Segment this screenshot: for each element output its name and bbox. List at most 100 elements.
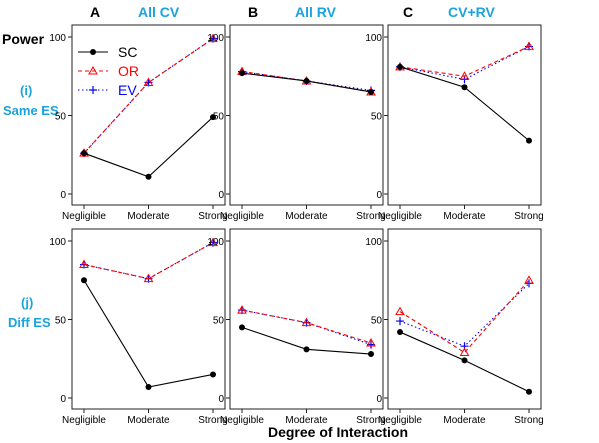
series-line-OR: [241, 309, 372, 344]
point-OR: [524, 275, 534, 284]
panel-C-j: 0 50 100 Negligible Moderate Strong: [365, 228, 544, 426]
point-OR: [208, 33, 218, 43]
x-tick-label: Moderate: [443, 415, 486, 426]
panel-frame: [71, 228, 226, 410]
x-tick-label: Strong: [198, 211, 227, 222]
point-SC: [461, 84, 468, 91]
legend-marker-EV: [89, 86, 97, 94]
panel-B-i: 0 50 100 Negligible Moderate Strong: [207, 24, 386, 222]
y-tick-label: 0: [376, 394, 382, 405]
y-tick-label: 0: [376, 190, 382, 201]
column-b-title: All RV: [295, 4, 337, 20]
x-tick-label: Strong: [198, 415, 227, 426]
x-tick-label: Strong: [356, 211, 385, 222]
column-a-letter: A: [90, 4, 100, 20]
point-SC: [81, 150, 87, 157]
point-OR: [143, 273, 154, 283]
x-tick-label: Moderate: [127, 211, 170, 222]
legend-label-EV: EV: [118, 82, 137, 98]
point-SC: [239, 70, 245, 77]
x-tick-label: Negligible: [378, 211, 422, 222]
series-line-SC: [83, 116, 214, 178]
y-tick-label: 100: [365, 33, 382, 44]
row-j-label: (j): [21, 295, 33, 310]
point-OR: [237, 305, 247, 314]
y-tick-label: 0: [60, 190, 66, 201]
x-tick-label: Strong: [356, 415, 385, 426]
panel-B-j: 0 50 100 Negligible Moderate Strong: [207, 228, 386, 426]
series-line-EV: [399, 45, 530, 80]
point-SC: [303, 346, 310, 353]
series-line-EV: [399, 282, 530, 347]
y-tick-label: 0: [218, 394, 224, 405]
point-SC: [303, 77, 310, 84]
series-line-OR: [83, 38, 214, 154]
point-SC: [81, 277, 87, 284]
point-SC: [145, 173, 152, 180]
y-tick-label: 0: [218, 190, 224, 201]
series-line-OR: [83, 242, 214, 280]
point-SC: [461, 357, 468, 364]
point-SC: [145, 384, 152, 391]
row-i-label: (i): [20, 83, 32, 98]
series-line-EV: [241, 309, 372, 346]
panel-C-i: 0 50 100 Negligible Moderate Strong: [365, 24, 544, 222]
x-tick-label: Negligible: [220, 211, 264, 222]
y-tick-label: 50: [55, 112, 67, 123]
point-OR: [301, 317, 312, 327]
point-SC: [526, 137, 532, 144]
y-tick-label: 50: [213, 112, 225, 123]
point-OR: [459, 347, 470, 356]
row-j-sublabel: Diff ES: [8, 315, 51, 330]
legend: SC OR EV: [78, 44, 139, 98]
series-line-SC: [83, 279, 214, 388]
y-tick-label: 100: [49, 237, 66, 248]
point-SC: [210, 114, 216, 121]
x-tick-label: Moderate: [285, 211, 328, 222]
panel-frame: [387, 228, 542, 410]
series-line-OR: [399, 45, 530, 77]
panel-frame: [229, 24, 384, 206]
point-SC: [368, 88, 374, 95]
point-SC: [397, 63, 403, 70]
y-tick-label: 50: [371, 316, 383, 327]
legend-label-SC: SC: [118, 44, 137, 60]
y-tick-label: 100: [207, 237, 224, 248]
y-tick-label: 0: [60, 394, 66, 405]
point-OR: [459, 71, 470, 80]
panel-A-j: 0 50 100 Negligible Moderate Strong: [49, 228, 228, 426]
y-tick-label: 100: [207, 33, 224, 44]
series-line-EV: [83, 38, 214, 154]
x-tick-label: Strong: [514, 211, 543, 222]
y-tick-label: 100: [365, 237, 382, 248]
point-OR: [208, 237, 218, 247]
panel-frame: [387, 24, 542, 206]
legend-marker-OR: [88, 65, 98, 75]
x-tick-label: Moderate: [443, 211, 486, 222]
point-OR: [366, 338, 376, 347]
point-OR: [79, 259, 89, 269]
y-tick-label: 50: [371, 112, 383, 123]
column-a-title: All CV: [138, 4, 180, 20]
series-line-EV: [83, 242, 214, 280]
series-line-OR: [399, 279, 530, 354]
panel-A-i: 0 50 100 Negligible Moderate Strong SC OR EV: [49, 24, 228, 222]
point-OR: [395, 306, 405, 316]
x-tick-label: Negligible: [378, 415, 422, 426]
point-SC: [210, 371, 216, 378]
point-SC: [368, 351, 374, 358]
x-tick-label: Strong: [514, 415, 543, 426]
y-tick-label: 50: [55, 316, 67, 327]
x-tick-label: Moderate: [127, 415, 170, 426]
panels: 0 50 100 Negligible Moderate Strong SC OR EV 0 50 1…: [49, 24, 544, 426]
legend-marker-SC: [90, 49, 96, 55]
column-b-letter: B: [248, 4, 258, 20]
y-tick-label: 100: [49, 33, 66, 44]
x-axis-title: Degree of Interaction: [268, 424, 408, 440]
column-c-title: CV+RV: [448, 4, 495, 20]
point-SC: [397, 329, 403, 336]
x-tick-label: Moderate: [285, 415, 328, 426]
power-label: Power: [2, 31, 45, 47]
legend-label-OR: OR: [118, 63, 139, 79]
